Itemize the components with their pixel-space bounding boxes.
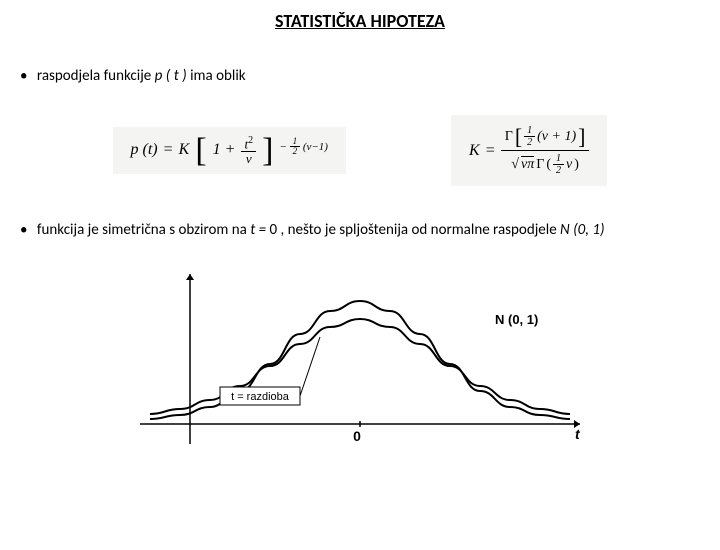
bullet1-pre: raspodjela funkcije [37, 67, 155, 85]
bullet2-t: t = [250, 221, 269, 239]
eq1-frac: t2 ν [241, 135, 256, 167]
eq2-half-d1: 2 [524, 137, 535, 148]
distribution-graph: t = razdiobaN (0, 1)0t [120, 259, 600, 459]
bullet2-dist: N (0, 1) [560, 221, 605, 239]
eq1-exp-den: 2 [290, 147, 301, 157]
eq2-half-n1: 1 [524, 125, 535, 137]
eq2-lhs: K [469, 142, 480, 160]
eq1-nu: ν [243, 152, 255, 166]
eq1-rbracket: ] [262, 137, 273, 164]
eq1-K: K [179, 141, 190, 159]
bullet1-fn: p ( t ) [155, 67, 187, 85]
eq2-main-frac: Γ [ 1 2 (ν + 1) ] √ νπ Γ ( 1 2 ν ) [501, 123, 590, 178]
eq1-exp-minus: − [279, 140, 286, 152]
equation-K: K = Γ [ 1 2 (ν + 1) ] √ νπ Γ ( 1 2 [451, 115, 607, 186]
bullet-dot-2: • [20, 221, 27, 239]
eq2-nup1: (ν + 1) [537, 129, 576, 144]
eq2-half-n2: 1 [553, 153, 564, 165]
page-title: STATISTIČKA HIPOTEZA [0, 10, 720, 32]
bullet-dot: • [20, 67, 27, 85]
equation-p-of-t: p (t) = K [ 1 + t2 ν ] − 1 2 (ν−1) [113, 127, 346, 175]
eq2-nupi: νπ [521, 156, 534, 172]
svg-text:N (0, 1): N (0, 1) [495, 312, 538, 327]
bullet2-zero: 0 [269, 221, 277, 239]
svg-text:0: 0 [353, 428, 361, 444]
equation-row: p (t) = K [ 1 + t2 ν ] − 1 2 (ν−1) K = Γ… [0, 115, 720, 186]
bullet-1: • raspodjela funkcije p ( t ) ima oblik [20, 67, 720, 85]
bullet-2: • funkcija je simetrična s obzirom na t … [20, 221, 720, 239]
bullet2-mid: , nešto je spljoštenija od normalne rasp… [281, 221, 561, 239]
svg-text:t = razdioba: t = razdioba [231, 391, 290, 403]
eq2-eq: = [486, 142, 495, 160]
bullet1-post: ima oblik [190, 67, 246, 85]
eq1-exponent: − 1 2 (ν−1) [279, 137, 328, 158]
eq1-lhs: p (t) [131, 141, 158, 159]
eq1-eq: = [164, 141, 173, 159]
eq1-lbracket: [ [195, 137, 206, 164]
eq1-one: 1 + [213, 141, 236, 159]
bullet2-pre: funkcija je simetrična s obzirom na [37, 221, 250, 239]
eq2-half-d2: 2 [553, 165, 564, 176]
eq2-gamma-bot: Γ [536, 157, 544, 172]
eq2-gamma-top: Γ [505, 129, 513, 144]
graph-container: t = razdiobaN (0, 1)0t [0, 259, 720, 459]
eq2-nu: ν [566, 157, 572, 172]
eq1-exp-paren: (ν−1) [303, 140, 328, 152]
eq2-sqrt: √ [511, 157, 519, 172]
